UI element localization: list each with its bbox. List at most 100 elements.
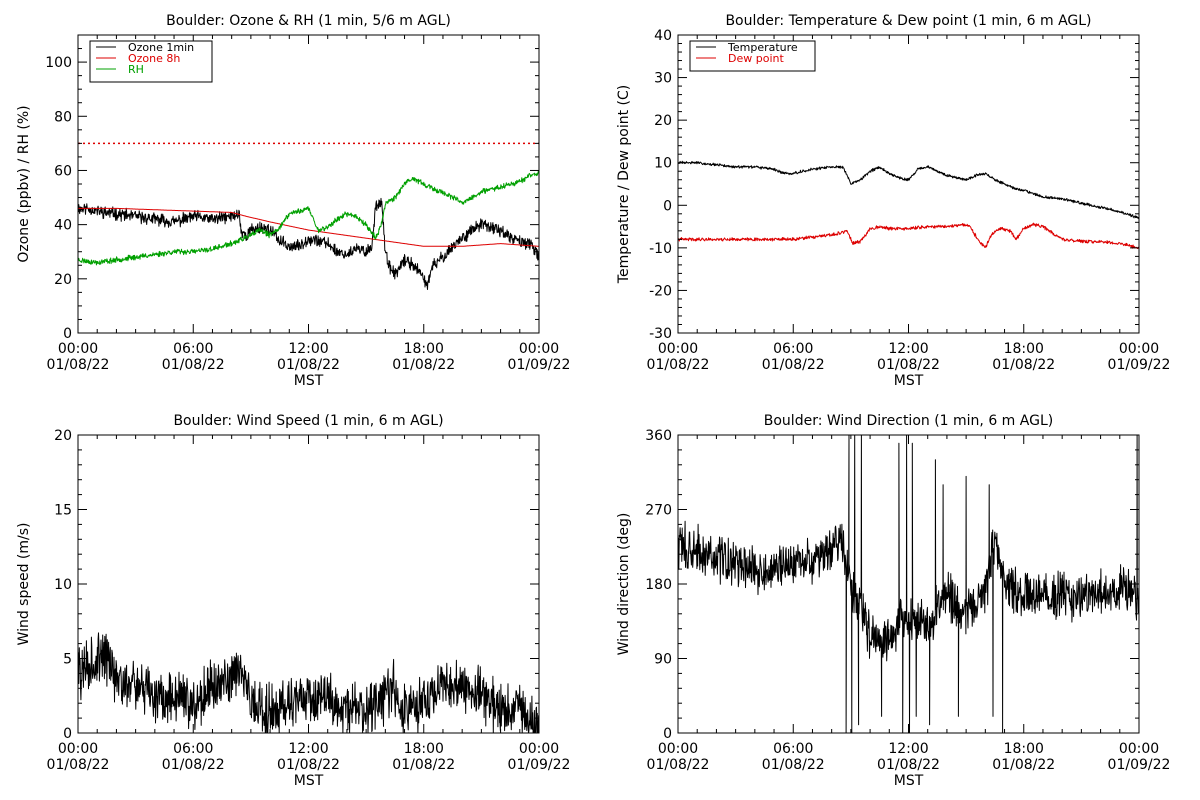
y-axis-label: Wind direction (deg): [616, 513, 632, 656]
chart-title: Boulder: Ozone & RH (1 min, 5/6 m AGL): [166, 13, 451, 29]
x-tick-label-date: 01/08/22: [877, 757, 940, 773]
chart-ozone_rh: Boulder: Ozone & RH (1 min, 5/6 m AGL) Oz…: [16, 13, 570, 389]
x-tick-label-date: 01/08/22: [647, 357, 710, 373]
x-tick-label-date: 01/09/22: [1108, 757, 1171, 773]
y-tick-label: 0: [663, 726, 672, 742]
chart-title: Boulder: Wind Direction (1 min, 6 m AGL): [764, 413, 1053, 429]
x-tick-label-date: 01/08/22: [877, 357, 940, 373]
y-tick-label: -20: [649, 283, 672, 299]
y-tick-label: 10: [54, 577, 72, 593]
x-tick-label-time: 00:00: [658, 341, 698, 357]
y-tick-label: 80: [54, 109, 72, 125]
x-tick-label-time: 18:00: [404, 741, 444, 757]
chart-temp_dew: Boulder: Temperature & Dew point (1 min,…: [616, 13, 1170, 389]
chart-wind_dir: Boulder: Wind Direction (1 min, 6 m AGL)…: [616, 413, 1170, 789]
y-tick-label: 90: [654, 652, 672, 668]
plot-area: [78, 142, 539, 290]
plot-area: [678, 435, 1139, 733]
x-tick-label-time: 18:00: [1004, 341, 1044, 357]
y-tick-label: 180: [645, 577, 672, 593]
y-tick-label: 5: [63, 652, 72, 668]
x-axis-label: MST: [894, 773, 924, 789]
series-line-temperature: [678, 160, 1139, 220]
legend-label: Dew point: [728, 52, 784, 65]
series-line-0: [78, 632, 539, 733]
y-axis-label: Ozone (ppbv) / RH (%): [16, 105, 32, 262]
x-tick-label-time: 06:00: [773, 741, 813, 757]
x-tick-label-time: 00:00: [1119, 341, 1159, 357]
x-tick-label-time: 18:00: [1004, 741, 1044, 757]
x-axis-label: MST: [294, 773, 324, 789]
x-tick-label-time: 12:00: [888, 741, 928, 757]
y-tick-label: 10: [654, 156, 672, 172]
legend-label: Ozone 8h: [128, 52, 180, 65]
x-tick-label-date: 01/08/22: [762, 757, 825, 773]
plot-frame: [677, 34, 1140, 334]
y-tick-label: 15: [54, 503, 72, 519]
x-axis-label: MST: [294, 373, 324, 389]
y-tick-label: -30: [649, 326, 672, 342]
y-tick-label: 0: [63, 726, 72, 742]
x-tick-label-date: 01/08/22: [162, 757, 225, 773]
plot-area: [678, 160, 1139, 249]
x-tick-label-date: 01/08/22: [762, 357, 825, 373]
x-tick-label-time: 06:00: [173, 341, 213, 357]
x-tick-label-date: 01/09/22: [508, 757, 571, 773]
x-tick-label-time: 18:00: [404, 341, 444, 357]
series-line-ozone-8h: [78, 207, 539, 247]
series-line-rh: [78, 171, 539, 266]
x-tick-label-time: 12:00: [288, 341, 328, 357]
x-tick-label-date: 01/09/22: [1108, 357, 1171, 373]
x-tick-label-date: 01/08/22: [47, 757, 110, 773]
y-axis-label: Temperature / Dew point (C): [616, 85, 632, 284]
x-tick-label-date: 01/08/22: [392, 357, 455, 373]
series-line-0: [678, 435, 1139, 733]
y-tick-label: 0: [663, 198, 672, 214]
y-tick-label: 100: [45, 55, 72, 71]
y-tick-label: 20: [654, 113, 672, 129]
y-tick-label: 40: [54, 218, 72, 234]
x-tick-label-date: 01/08/22: [162, 357, 225, 373]
y-tick-label: 30: [654, 71, 672, 87]
y-tick-label: 0: [63, 326, 72, 342]
x-tick-label-time: 06:00: [773, 341, 813, 357]
x-tick-label-time: 12:00: [288, 741, 328, 757]
legend-label: Temperature: [727, 41, 798, 54]
x-tick-label-date: 01/08/22: [992, 757, 1055, 773]
x-tick-label-time: 00:00: [658, 741, 698, 757]
x-tick-label-date: 01/08/22: [277, 757, 340, 773]
y-tick-label: 40: [654, 28, 672, 44]
legend-label: Ozone 1min: [128, 41, 194, 54]
x-tick-label-time: 00:00: [58, 741, 98, 757]
x-tick-label-time: 12:00: [888, 341, 928, 357]
x-tick-label-date: 01/09/22: [508, 357, 571, 373]
x-tick-label-date: 01/08/22: [992, 357, 1055, 373]
y-tick-label: 360: [645, 428, 672, 444]
series-line-ozone-1min: [78, 197, 539, 290]
x-tick-label-time: 00:00: [519, 341, 559, 357]
x-tick-label-date: 01/08/22: [647, 757, 710, 773]
y-tick-label: 270: [645, 503, 672, 519]
x-tick-label-time: 06:00: [173, 741, 213, 757]
plot-area: [78, 632, 539, 733]
legend-box: [89, 40, 213, 83]
y-axis-label: Wind speed (m/s): [16, 523, 32, 646]
x-tick-label-date: 01/08/22: [277, 357, 340, 373]
x-tick-label-date: 01/08/22: [47, 357, 110, 373]
chart-title: Boulder: Wind Speed (1 min, 6 m AGL): [173, 413, 443, 429]
series-line-dew-point: [678, 222, 1139, 249]
y-tick-label: 60: [54, 163, 72, 179]
x-tick-label-time: 00:00: [58, 341, 98, 357]
x-tick-label-date: 01/08/22: [392, 757, 455, 773]
x-tick-label-time: 00:00: [519, 741, 559, 757]
chart-title: Boulder: Temperature & Dew point (1 min,…: [725, 13, 1091, 29]
y-tick-label: 20: [54, 272, 72, 288]
x-axis-label: MST: [894, 373, 924, 389]
chart-wind_speed: Boulder: Wind Speed (1 min, 6 m AGL) Wind…: [16, 413, 570, 789]
y-tick-label: 20: [54, 428, 72, 444]
y-tick-label: -10: [649, 241, 672, 257]
x-tick-label-time: 00:00: [1119, 741, 1159, 757]
